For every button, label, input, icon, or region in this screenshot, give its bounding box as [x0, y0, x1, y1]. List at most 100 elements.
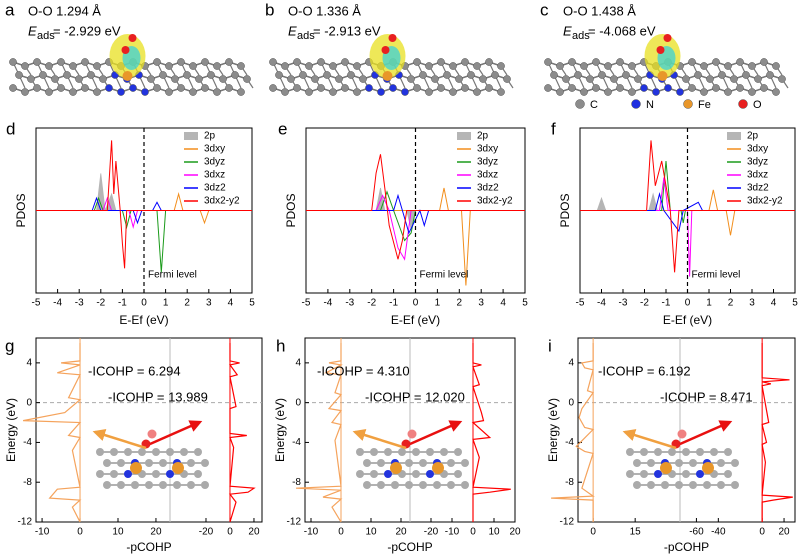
carbon-atom [440, 448, 448, 456]
carbon-atom [213, 88, 221, 96]
x-tick-label: 2 [184, 298, 190, 309]
carbon-atom [682, 448, 690, 456]
nitrogen-atom [676, 88, 684, 96]
legend-label: 3dyz [204, 157, 225, 168]
carbon-atom [556, 88, 564, 96]
carbon-atom [622, 71, 630, 79]
carbon-atom [317, 84, 325, 92]
carbon-atom [491, 71, 499, 79]
carbon-atom [433, 481, 441, 489]
legend-swatch [575, 99, 585, 109]
carbon-atom [341, 58, 349, 66]
carbon-atom [688, 84, 696, 92]
carbon-atom [443, 71, 451, 79]
carbon-atom [33, 84, 41, 92]
x-tick-label: -4 [597, 298, 606, 309]
structure-model [544, 34, 789, 96]
carbon-atom [152, 470, 160, 478]
carbon-atom [454, 470, 462, 478]
carbon-atom [173, 481, 181, 489]
carbon-atom [384, 448, 392, 456]
carbon-atom [194, 448, 202, 456]
nitrogen-atom [652, 88, 660, 96]
adsorption-energy: = -2.929 eV [53, 23, 121, 38]
carbon-atom [731, 481, 739, 489]
x-tick-label: -1 [118, 298, 127, 309]
legend-label: 3dxy [477, 144, 498, 155]
carbon-atom [165, 62, 173, 70]
bond-length: O-O 1.438 Å [563, 3, 636, 18]
carbon-atom [700, 88, 708, 96]
x-tick-label: 10 [488, 527, 500, 538]
carbon-atom [425, 62, 433, 70]
iron-atom [382, 71, 393, 81]
x-tick-label: -10 [35, 527, 50, 538]
carbon-atom [766, 71, 774, 79]
iron-atom [130, 462, 142, 474]
legend-label: 3dyz [477, 157, 498, 168]
legend-label: 3dxz [477, 170, 498, 181]
carbon-atom [219, 75, 227, 83]
x-tick-label: 0 [685, 298, 691, 309]
carbon-atom [21, 88, 29, 96]
carbon-atom [461, 84, 469, 92]
nitrogen-atom [384, 470, 392, 478]
x-tick-label: -40 [711, 527, 726, 538]
panel-letter: d [6, 119, 15, 138]
carbon-atom [370, 470, 378, 478]
carbon-atom [772, 88, 780, 96]
legend-swatch [727, 132, 741, 140]
carbon-atom [454, 448, 462, 456]
carbon-atom [9, 58, 17, 66]
carbon-atom [237, 62, 245, 70]
carbon-atom [225, 58, 233, 66]
carbon-atom [281, 62, 289, 70]
carbon-atom [461, 481, 469, 489]
x-tick-label: -5 [302, 298, 311, 309]
carbon-atom [731, 459, 739, 467]
carbon-atom [419, 71, 427, 79]
nitrogen-atom [365, 84, 373, 92]
carbon-atom [207, 71, 215, 79]
y-tick-label: -12 [560, 517, 575, 528]
carbon-atom [604, 88, 612, 96]
y-tick-label: 4 [26, 358, 32, 369]
carbon-atom [201, 84, 209, 92]
legend-swatch [683, 99, 693, 109]
iron-atom [172, 462, 184, 474]
annotation: Fermi level [420, 270, 469, 281]
annotation: Fermi level [148, 270, 197, 281]
legend-label: 3dz2 [477, 183, 499, 194]
carbon-atom [574, 71, 582, 79]
nitrogen-atom [664, 84, 672, 92]
x-tick-label: 2 [457, 298, 463, 309]
carbon-atom [353, 88, 361, 96]
carbon-atom [187, 459, 195, 467]
carbon-atom [171, 75, 179, 83]
carbon-atom [689, 481, 697, 489]
carbon-atom [377, 459, 385, 467]
legend-label: 2p [747, 131, 759, 142]
carbon-atom [57, 84, 65, 92]
carbon-atom [461, 459, 469, 467]
x-tick-label: -2 [640, 298, 649, 309]
carbon-atom [760, 84, 768, 92]
carbon-atom [449, 62, 457, 70]
x-tick-label: 1 [435, 298, 441, 309]
y-axis-label: Energy (eV) [4, 398, 18, 462]
x-tick-label: 1 [163, 298, 169, 309]
carbon-atom [616, 58, 624, 66]
carbon-atom [281, 88, 289, 96]
x-tick-label: 0 [141, 298, 147, 309]
x-tick-label: -3 [75, 298, 84, 309]
carbon-atom [124, 448, 132, 456]
annotation: -ICOHP = 8.471 [660, 389, 753, 404]
carbon-atom [145, 481, 153, 489]
carbon-atom [110, 470, 118, 478]
carbon-atom [323, 71, 331, 79]
carbon-atom [461, 58, 469, 66]
carbon-atom [237, 88, 245, 96]
legend-swatch [184, 132, 198, 140]
x-tick-label: -2 [367, 298, 376, 309]
carbon-atom [145, 459, 153, 467]
